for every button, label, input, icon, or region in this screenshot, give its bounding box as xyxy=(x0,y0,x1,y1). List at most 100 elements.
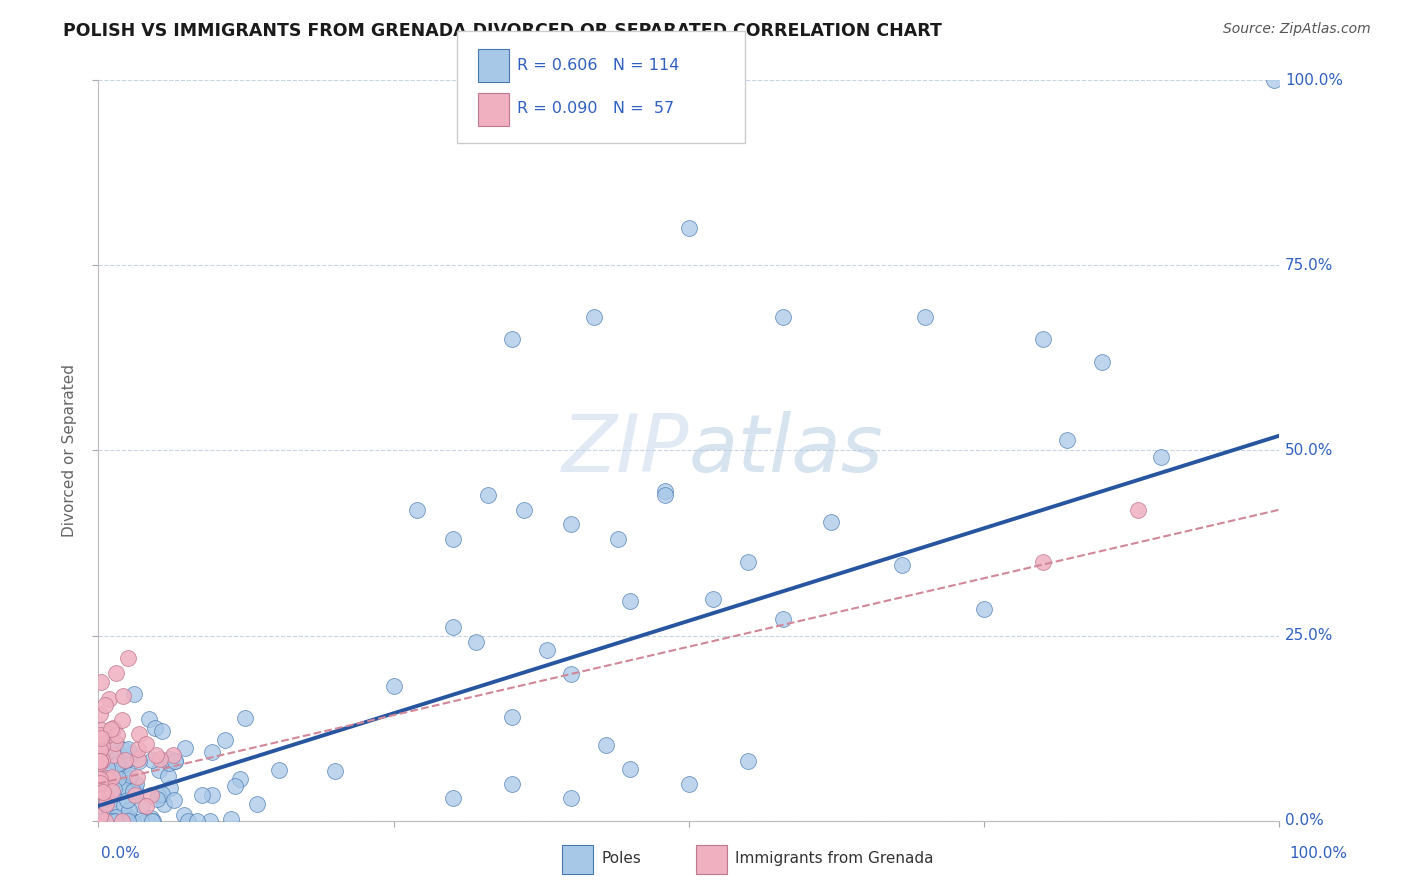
Point xyxy=(702,592,724,607)
Point xyxy=(162,747,184,762)
Point xyxy=(122,787,145,801)
Point xyxy=(89,755,111,769)
Point xyxy=(141,814,163,828)
Point xyxy=(678,776,700,791)
Point xyxy=(114,754,136,768)
Point xyxy=(159,751,181,765)
Point xyxy=(501,776,523,791)
Point xyxy=(96,761,118,775)
Y-axis label: Divorced or Separated: Divorced or Separated xyxy=(62,364,77,537)
Point xyxy=(127,742,149,756)
Point xyxy=(120,747,142,762)
Point xyxy=(94,698,117,712)
Point xyxy=(120,814,142,828)
Point xyxy=(103,723,125,738)
Point xyxy=(94,782,117,797)
Point xyxy=(139,789,162,803)
Point xyxy=(115,811,138,825)
Point xyxy=(619,762,641,776)
Point xyxy=(607,533,630,547)
Point xyxy=(93,728,115,742)
Point xyxy=(104,809,127,823)
Point xyxy=(100,784,122,798)
Point xyxy=(501,333,523,347)
Point xyxy=(112,689,135,703)
Point xyxy=(737,755,759,769)
Point xyxy=(103,814,125,828)
Point xyxy=(91,745,114,759)
Text: ZIP: ZIP xyxy=(561,411,689,490)
Point xyxy=(157,756,180,770)
Point xyxy=(1032,333,1054,347)
Point xyxy=(89,728,111,742)
Point xyxy=(91,814,114,828)
Point xyxy=(110,814,132,828)
Point xyxy=(111,713,134,727)
Point xyxy=(90,723,112,737)
Point xyxy=(108,799,131,814)
Point xyxy=(94,797,117,811)
Point xyxy=(90,775,112,789)
Point xyxy=(90,814,112,828)
Point xyxy=(112,798,135,813)
Point xyxy=(98,805,121,820)
Text: 50.0%: 50.0% xyxy=(1285,443,1333,458)
Point xyxy=(93,788,115,802)
Point xyxy=(117,650,139,665)
Point xyxy=(501,710,523,724)
Point xyxy=(159,780,181,795)
Point xyxy=(176,814,198,828)
Point xyxy=(1150,450,1173,464)
Point xyxy=(117,742,139,756)
Point xyxy=(103,791,125,805)
Point xyxy=(654,488,676,502)
Point xyxy=(224,779,246,793)
Point xyxy=(98,753,121,767)
Point xyxy=(90,814,112,828)
Point xyxy=(89,772,111,786)
Point xyxy=(201,746,224,760)
Point xyxy=(135,798,157,813)
Point xyxy=(163,755,186,769)
Point xyxy=(201,788,224,802)
Text: Immigrants from Grenada: Immigrants from Grenada xyxy=(735,852,934,866)
Point xyxy=(104,814,127,828)
Point xyxy=(1032,555,1054,569)
Point xyxy=(89,742,111,756)
Point xyxy=(441,791,464,805)
Point xyxy=(90,813,112,827)
Point xyxy=(90,739,112,754)
Point xyxy=(153,797,176,812)
Point xyxy=(97,773,120,788)
Point xyxy=(678,221,700,235)
Point xyxy=(110,783,132,797)
Point xyxy=(465,635,488,649)
Point xyxy=(122,814,145,828)
Point xyxy=(512,502,534,516)
Point xyxy=(174,741,197,756)
Point xyxy=(94,791,117,805)
Point xyxy=(143,721,166,735)
Point xyxy=(122,687,145,701)
Text: 100.0%: 100.0% xyxy=(1285,73,1343,87)
Point xyxy=(219,812,242,826)
Point xyxy=(146,792,169,806)
Point xyxy=(89,756,111,771)
Point xyxy=(441,620,464,634)
Point xyxy=(124,788,146,802)
Point xyxy=(152,724,174,739)
Point xyxy=(1126,502,1149,516)
Point xyxy=(890,558,912,573)
Point xyxy=(173,808,195,822)
Point xyxy=(90,731,112,746)
Point xyxy=(120,814,142,828)
Point xyxy=(108,774,131,789)
Point xyxy=(127,752,149,766)
Text: POLISH VS IMMIGRANTS FROM GRENADA DIVORCED OR SEPARATED CORRELATION CHART: POLISH VS IMMIGRANTS FROM GRENADA DIVORC… xyxy=(63,22,942,40)
Point xyxy=(117,814,139,828)
Point xyxy=(156,769,179,783)
Point xyxy=(142,814,165,828)
Point xyxy=(914,310,936,325)
Point xyxy=(149,752,172,766)
Point xyxy=(619,594,641,608)
